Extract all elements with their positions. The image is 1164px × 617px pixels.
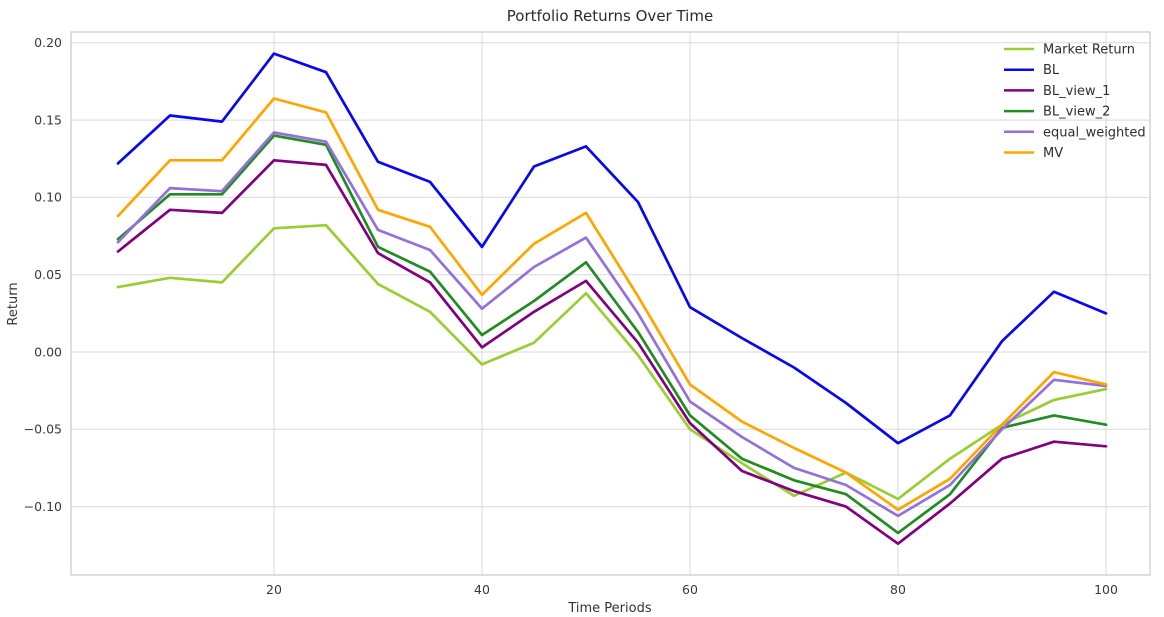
legend-label: Market Return — [1043, 43, 1135, 58]
y-tick-label: 0.05 — [34, 267, 62, 282]
series-line-mv — [116, 97, 1108, 512]
chart-title: Portfolio Returns Over Time — [507, 7, 713, 25]
series-line-market-return — [116, 223, 1108, 501]
legend-label: BL_view_2 — [1043, 105, 1110, 120]
legend-item-market-return: Market Return — [1004, 43, 1135, 58]
x-tick-label: 80 — [890, 582, 906, 597]
y-tick-label: 0.10 — [34, 190, 62, 205]
y-tick-label: 0.15 — [34, 112, 62, 127]
legend-item-bl: BL — [1004, 63, 1060, 78]
grid-layer — [71, 32, 1150, 575]
x-tick-label: 100 — [1094, 582, 1118, 597]
y-axis-label: Return — [6, 282, 21, 325]
x-tick-label: 40 — [474, 582, 490, 597]
legend-item-mv: MV — [1004, 146, 1063, 161]
tick-layer: 20 40 60 80 100 0.20 0.15 0.10 0.05 0.00 −0.05 −0.1… — [24, 35, 1118, 597]
series-line-bl — [116, 52, 1108, 445]
plot-border — [70, 31, 1151, 576]
legend-item-equal-weighted: equal_weighted — [1004, 125, 1146, 140]
legend-label: BL_view_1 — [1043, 84, 1110, 99]
x-tick-label: 20 — [266, 582, 282, 597]
x-tick-label: 60 — [682, 582, 698, 597]
series-line-bl-view-2 — [116, 134, 1108, 535]
y-tick-label: −0.10 — [24, 499, 62, 514]
series-line-bl-view-1 — [116, 158, 1108, 546]
series-line-equal-weighted — [116, 131, 1108, 518]
x-axis-label: Time Periods — [567, 601, 651, 616]
y-tick-label: 0.20 — [34, 35, 62, 50]
legend-item-bl-view-1: BL_view_1 — [1004, 84, 1110, 99]
legend-item-bl-view-2: BL_view_2 — [1004, 105, 1110, 120]
y-tick-label: −0.05 — [24, 422, 62, 437]
y-tick-label: 0.00 — [34, 344, 62, 359]
legend: Market Return BL BL_view_1 BL_view_2 equal_w… — [1004, 43, 1146, 161]
legend-label: equal_weighted — [1043, 125, 1146, 140]
legend-label: MV — [1043, 146, 1063, 161]
legend-label: BL — [1043, 63, 1060, 78]
series-layer — [116, 52, 1108, 546]
